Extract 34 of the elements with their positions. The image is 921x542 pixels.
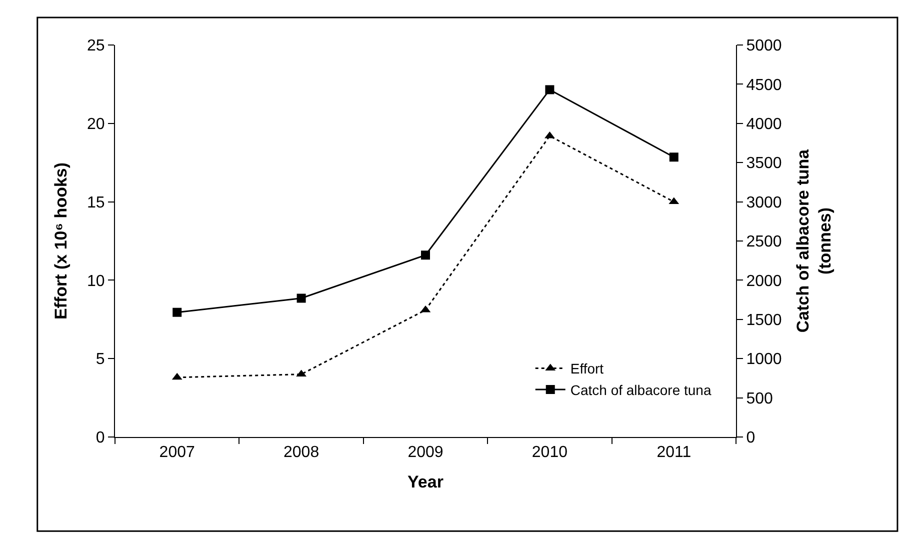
- y-tick-label: 0: [96, 430, 105, 447]
- x-axis-title: Year: [408, 472, 444, 492]
- y2-tick-label: 4000: [746, 116, 782, 133]
- point: [172, 308, 182, 317]
- y-axis-title: Effort (x 10⁶ hooks): [52, 162, 71, 320]
- legend-label: Catch of albacore tuna: [570, 382, 712, 398]
- y-tick-label: 20: [87, 116, 105, 133]
- y2-axis-title: Catch of albacore tuna (tonnes): [793, 148, 834, 333]
- x-tick-label: 2007: [159, 444, 195, 462]
- point: [296, 294, 306, 303]
- y2-tick-label: 2500: [746, 234, 782, 251]
- y2-tick-label: 1000: [746, 351, 782, 368]
- y-tick-label: 25: [87, 38, 105, 55]
- y2-tick-label: 500: [746, 390, 773, 408]
- x-tick-label: 2011: [656, 444, 692, 462]
- y-tick-label: 10: [87, 272, 105, 290]
- y2-tick-label: 4500: [746, 76, 782, 94]
- y-tick-label: 5: [96, 351, 105, 368]
- y2-tick-label: 0: [746, 430, 756, 447]
- point: [421, 250, 430, 260]
- x-tick-label: 2008: [284, 444, 320, 462]
- legend-label: Effort: [570, 360, 604, 377]
- y-tick-label: 15: [87, 194, 105, 212]
- y2-tick-label: 1500: [746, 312, 782, 329]
- point: [296, 370, 306, 377]
- point: [544, 131, 555, 138]
- y2-tick-label: 2000: [746, 272, 782, 290]
- point: [669, 152, 678, 162]
- point: [545, 85, 554, 94]
- y2-tick-label: 3500: [746, 155, 782, 172]
- y2-tick-label: 3000: [746, 194, 782, 212]
- x-tick-label: 2010: [532, 444, 568, 462]
- x-tick-label: 2009: [408, 444, 444, 462]
- y2-tick-label: 5000: [746, 38, 782, 55]
